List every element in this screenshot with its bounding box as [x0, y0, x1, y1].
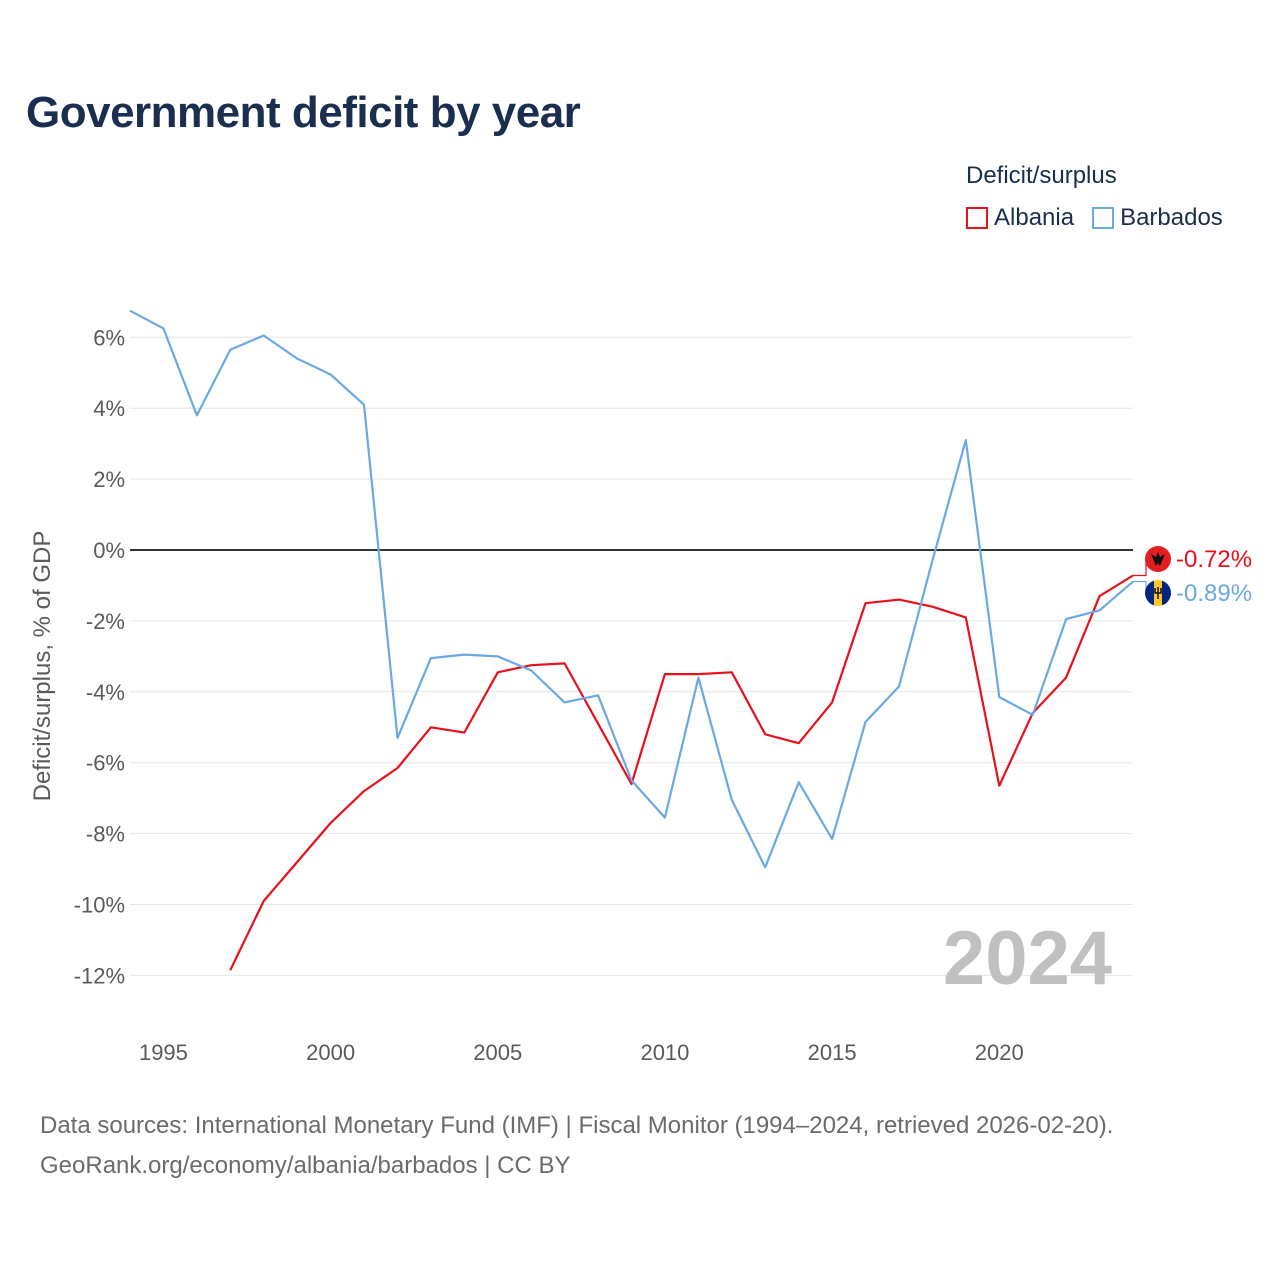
- y-tick-label: 0%: [93, 538, 125, 563]
- x-tick-label: 2010: [640, 1040, 689, 1065]
- year-watermark: 2024: [943, 916, 1112, 1001]
- y-axis-label: Deficit/surplus, % of GDP: [29, 531, 56, 802]
- albania-eagle-glyph: [1151, 552, 1165, 566]
- legend-item-albania[interactable]: Albania: [966, 204, 1074, 232]
- barbados-trident-glyph: [1154, 587, 1162, 599]
- end-label-barbados: -0.89%: [1176, 580, 1252, 607]
- attribution-text: GeoRank.org/economy/albania/barbados | C…: [40, 1152, 571, 1179]
- x-tick-label: 2020: [975, 1040, 1024, 1065]
- series-group: [129, 309, 1134, 971]
- end-labels: -0.72% -0.89%: [1133, 546, 1252, 607]
- y-axis-ticks: 6% 4% 2% 0% -2% -4% -6% -8% -10% -12%: [74, 325, 125, 988]
- barbados-flag-icon: [1145, 580, 1171, 606]
- barbados-stripe-right: [1162, 580, 1171, 606]
- barbados-stripe-left: [1145, 580, 1154, 606]
- legend-swatch-barbados: [1092, 207, 1115, 229]
- end-label-albania: -0.72%: [1176, 546, 1252, 573]
- x-tick-label: 1995: [139, 1040, 188, 1065]
- legend-swatch-albania: [966, 207, 988, 229]
- footer: Data sources: International Monetary Fun…: [40, 1106, 1113, 1186]
- x-axis-ticks: 1995 2000 2005 2010 2015 2020: [139, 1040, 1024, 1065]
- page-title: Government deficit by year: [26, 88, 581, 137]
- x-tick-label: 2005: [473, 1040, 522, 1065]
- legend-label-barbados: Barbados: [1120, 204, 1223, 231]
- grid-lines: [130, 336, 1133, 976]
- x-tick-label: 2015: [808, 1040, 857, 1065]
- series-line-barbados: [129, 309, 1134, 869]
- barbados-flag-stripes: [1145, 580, 1171, 606]
- y-tick-label: -4%: [86, 680, 125, 705]
- legend: Albania Barbados: [966, 204, 1223, 232]
- y-tick-label: -6%: [86, 751, 125, 776]
- y-tick-label: 2%: [93, 467, 125, 492]
- x-tick-label: 2000: [306, 1040, 355, 1065]
- y-tick-label: 4%: [93, 396, 125, 421]
- data-source-text: Data sources: International Monetary Fun…: [40, 1112, 1114, 1139]
- y-tick-label: 6%: [93, 325, 125, 350]
- y-tick-label: -12%: [74, 963, 125, 988]
- legend-item-barbados[interactable]: Barbados: [1092, 204, 1223, 232]
- albania-flag-icon: [1145, 546, 1171, 572]
- y-tick-label: -2%: [86, 609, 125, 634]
- legend-title: Deficit/surplus: [966, 162, 1117, 189]
- series-line-albania: [229, 574, 1134, 971]
- y-tick-label: -10%: [74, 893, 125, 918]
- legend-label-albania: Albania: [994, 204, 1075, 231]
- y-tick-label: -8%: [86, 822, 125, 847]
